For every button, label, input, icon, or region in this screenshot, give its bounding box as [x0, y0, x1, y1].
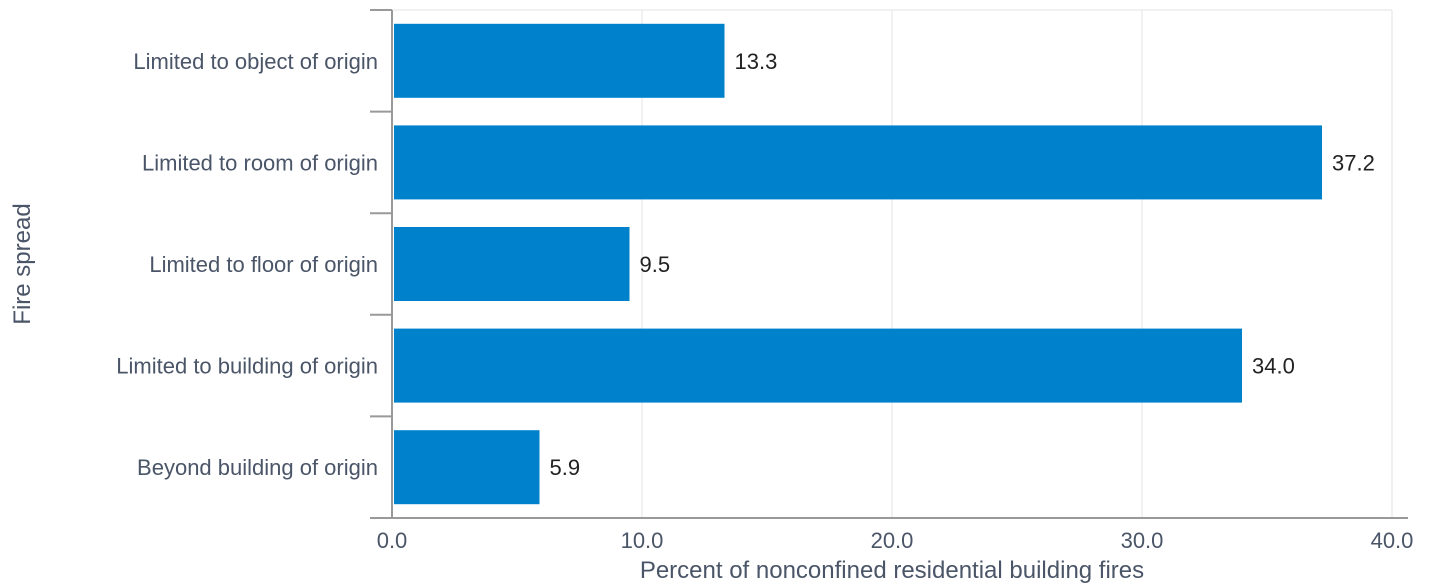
category-label: Limited to room of origin — [142, 150, 378, 175]
y-axis-title: Fire spread — [9, 203, 36, 324]
bar — [394, 430, 540, 504]
data-label: 37.2 — [1332, 150, 1375, 175]
x-tick-label: 20.0 — [871, 528, 914, 553]
category-label: Beyond building of origin — [137, 455, 378, 480]
bar — [394, 125, 1322, 199]
x-tick-label: 40.0 — [1371, 528, 1414, 553]
data-label: 9.5 — [640, 252, 671, 277]
bars — [394, 24, 1322, 504]
x-tick-label: 30.0 — [1121, 528, 1164, 553]
category-label: Limited to building of origin — [116, 354, 378, 379]
category-label: Limited to object of origin — [133, 49, 378, 74]
bar — [394, 227, 630, 301]
data-label: 5.9 — [550, 455, 581, 480]
category-label: Limited to floor of origin — [149, 252, 378, 277]
data-label: 13.3 — [735, 49, 778, 74]
x-axis-title: Percent of nonconfined residential build… — [640, 557, 1144, 584]
bar — [394, 329, 1242, 403]
data-label: 34.0 — [1252, 354, 1295, 379]
bar — [394, 24, 725, 98]
x-tick-label: 10.0 — [621, 528, 664, 553]
labels: 0.0 10.0 20.0 30.0 40.0 Limited to object of … — [116, 49, 1413, 553]
x-tick-label: 0.0 — [377, 528, 408, 553]
